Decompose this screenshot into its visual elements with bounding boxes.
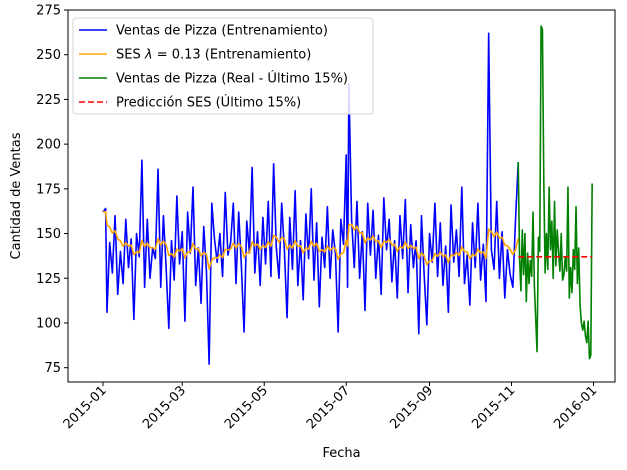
y-tick-label: 275 — [36, 4, 61, 19]
series-layer — [102, 25, 593, 365]
y-tick-label: 200 — [36, 138, 61, 153]
series-line-2 — [517, 25, 593, 360]
series-line-0 — [102, 32, 520, 365]
y-tick-label: 125 — [36, 272, 61, 287]
legend-label: SES λ = 0.13 (Entrenamiento) — [116, 48, 311, 63]
legend-label: Ventas de Pizza (Real - Último 15%) — [116, 71, 348, 87]
legend: Ventas de Pizza (Entrenamiento) SES λ = 0… — [72, 17, 374, 115]
legend-label: Predicción SES (Último 15%) — [116, 95, 301, 111]
y-tick-label: 75 — [44, 361, 61, 376]
y-axis-title: Cantidad de Ventas — [9, 132, 24, 259]
y-tick-label: 150 — [36, 227, 61, 242]
legend-label: Ventas de Pizza (Entrenamiento) — [116, 24, 328, 39]
x-axis-title: Fecha — [322, 446, 360, 461]
y-tick-label: 250 — [36, 48, 61, 63]
y-tick-label: 175 — [36, 182, 61, 197]
plot-frame — [67, 9, 616, 383]
y-tick-label: 225 — [36, 93, 61, 108]
y-tick-label: 100 — [36, 316, 61, 331]
y-axis: 75 100 125 150 175 200 225 250 275 — [36, 4, 68, 376]
legend-box — [72, 17, 374, 115]
series-line-1 — [102, 210, 520, 270]
